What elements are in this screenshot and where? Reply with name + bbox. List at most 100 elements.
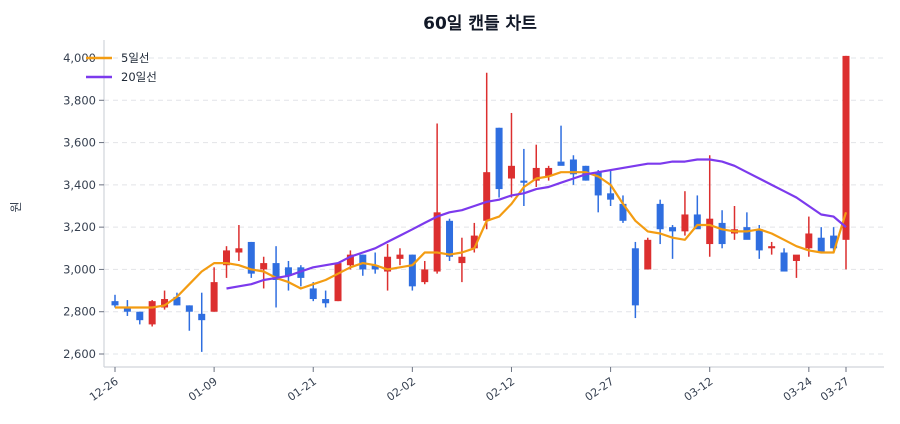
candles (111, 55, 850, 352)
candle-body (495, 127, 503, 190)
candle-body (309, 288, 317, 300)
candle-body (247, 241, 255, 274)
x-tick-label: 02-02 (384, 375, 418, 404)
candle (359, 254, 367, 276)
candle-body (173, 296, 181, 306)
candle-body (545, 167, 553, 177)
candle (656, 199, 664, 245)
candle-body (272, 263, 280, 280)
candle-body (830, 235, 838, 249)
y-tick-label: 4,000 (63, 51, 96, 65)
candle (644, 237, 652, 270)
candle (433, 123, 441, 274)
candle-body (396, 254, 404, 259)
candle (334, 263, 342, 302)
candle-body (235, 248, 243, 253)
candle-body (768, 246, 776, 249)
candle-body (210, 282, 218, 312)
candle-body (817, 237, 825, 253)
x-tick-label: 03-24 (781, 375, 815, 404)
candle (768, 241, 776, 255)
candle-body (483, 172, 491, 221)
candle (545, 165, 553, 181)
candle (792, 254, 800, 278)
candle (495, 127, 503, 198)
candle (247, 241, 255, 278)
candle (817, 227, 825, 253)
candle (842, 55, 850, 270)
candle (520, 148, 528, 206)
candle-body (334, 263, 342, 302)
candle (235, 225, 243, 261)
candle-body (780, 252, 788, 272)
candle-body (607, 193, 615, 200)
candle (830, 227, 838, 253)
legend-label: 5일선 (121, 51, 149, 65)
candle (396, 248, 404, 266)
x-tick-label: 02-27 (583, 375, 617, 404)
ma5-line (115, 171, 848, 309)
y-tick-label: 3,200 (63, 220, 96, 234)
candle-body (594, 172, 602, 196)
candle (421, 260, 429, 285)
candle (569, 155, 577, 185)
candle-body (470, 235, 478, 249)
grid-lines (104, 57, 884, 355)
candle (111, 294, 119, 308)
x-tick-label: 03-12 (682, 375, 716, 404)
candle (148, 300, 156, 327)
candle-body (631, 248, 639, 306)
candle-body (755, 229, 763, 251)
candle-body (569, 159, 577, 175)
candle (408, 254, 416, 291)
axes: 2,600 2,800 3,000 3,200 3,400 3,600 3,800 4,000… (63, 40, 884, 404)
y-tick-label: 3,000 (63, 262, 96, 276)
candle-body (185, 305, 193, 312)
x-tick-label: 01-09 (186, 375, 220, 404)
candle-body (693, 214, 701, 230)
candle (532, 144, 540, 187)
candle-body (805, 233, 813, 249)
candle-body (743, 227, 751, 240)
x-tick-label: 01-21 (285, 375, 319, 404)
candle (669, 225, 677, 259)
candle-body (384, 256, 392, 272)
candle-body (123, 307, 131, 312)
candle-body (557, 161, 565, 166)
candle-body (792, 254, 800, 261)
candle-body (148, 301, 156, 325)
x-tick-label: 03-27 (818, 375, 852, 404)
candle-body (619, 203, 627, 221)
candle (322, 290, 330, 308)
candle (607, 170, 615, 206)
candle-body (322, 299, 330, 304)
candle (210, 267, 218, 312)
y-axis-label: 원 (9, 201, 23, 212)
candle (458, 237, 466, 283)
candle (681, 191, 689, 236)
candle-body (408, 254, 416, 287)
candle-body (260, 263, 268, 270)
candle-body (111, 301, 119, 306)
candle (557, 125, 565, 166)
candle-body (669, 227, 677, 232)
candle-body (421, 269, 429, 283)
candle (755, 225, 763, 259)
legend: 5일선 20일선 (86, 51, 157, 84)
x-tick-label: 02-12 (484, 375, 518, 404)
candle-body (136, 311, 144, 321)
candle-body (842, 55, 850, 240)
candle-body (371, 265, 379, 270)
y-tick-label: 2,600 (63, 347, 96, 361)
candle-body (446, 220, 454, 257)
y-tick-label: 3,800 (63, 93, 96, 107)
candle-body (198, 313, 206, 321)
candle (507, 112, 515, 198)
candle-body (507, 165, 515, 179)
chart-title: 60일 캔들 차트 (423, 14, 537, 34)
candle-body (532, 167, 540, 181)
y-tick-label: 3,600 (63, 136, 96, 150)
y-tick-label: 3,400 (63, 178, 96, 192)
candle (706, 155, 714, 257)
